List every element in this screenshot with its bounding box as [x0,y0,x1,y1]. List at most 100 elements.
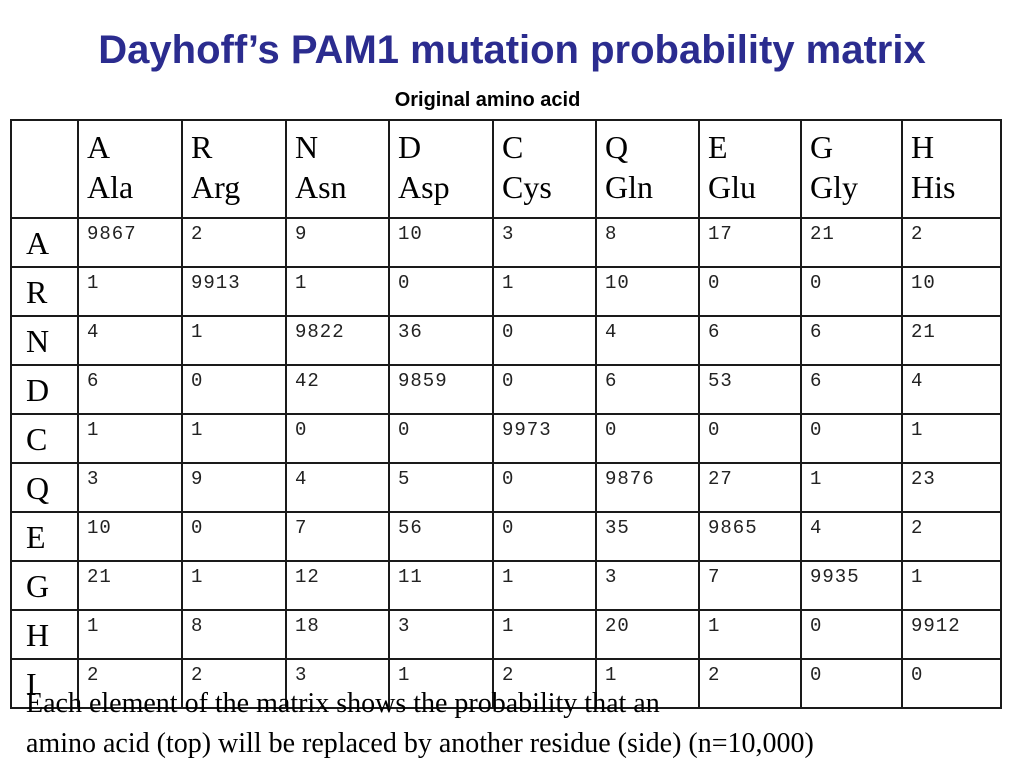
matrix-cell: 7 [285,511,390,562]
matrix-cell: 4 [800,511,903,562]
matrix-cell: 2 [77,658,183,709]
matrix-cell: 5 [388,462,494,513]
column-header-ala: A Ala [77,119,183,219]
matrix-cell: 0 [492,462,597,513]
row-header: E [10,511,79,562]
row-header: R [10,266,79,317]
matrix-cell: 9865 [698,511,802,562]
page-title: Dayhoff’s PAM1 mutation probability matr… [98,28,926,72]
matrix-cell: 11 [388,560,494,611]
matrix-cell: 0 [698,266,802,317]
matrix-cell: 1 [492,560,597,611]
caption: Each element of the matrix shows the pro… [26,684,1016,764]
matrix-cell: 8 [595,217,700,268]
corner-cell [10,119,79,219]
matrix-cell: 0 [698,413,802,464]
matrix-cell: 20 [595,609,700,660]
matrix-cell: 4 [901,364,1002,415]
matrix-cell: 0 [181,511,287,562]
matrix-cell: 9 [181,462,287,513]
matrix-cell: 1 [595,658,700,709]
matrix-cell: 12 [285,560,390,611]
matrix-cell: 10 [77,511,183,562]
table-row: N 4 1 9822 36 0 4 6 6 21 [10,315,1002,366]
matrix-cell: 0 [388,413,494,464]
matrix-cell: 23 [901,462,1002,513]
matrix-cell: 8 [181,609,287,660]
matrix-cell: 9867 [77,217,183,268]
matrix-cell: 6 [595,364,700,415]
matrix-cell: 0 [492,315,597,366]
matrix-cell: 1 [800,462,903,513]
table-row: A 9867 2 9 10 3 8 17 21 2 [10,217,1002,268]
column-axis-label: Original amino acid [394,89,581,111]
matrix-cell: 0 [800,413,903,464]
matrix-cell: 56 [388,511,494,562]
matrix-cell: 2 [181,658,287,709]
column-header-arg: R Arg [181,119,287,219]
table-row: G 21 1 12 11 1 3 7 9935 1 [10,560,1002,611]
matrix-cell: 2 [901,511,1002,562]
matrix-cell: 1 [181,560,287,611]
row-header: G [10,560,79,611]
matrix-cell: 4 [285,462,390,513]
row-header: Q [10,462,79,513]
matrix-cell: 6 [698,315,802,366]
matrix-cell: 10 [901,266,1002,317]
matrix-cell: 1 [181,315,287,366]
matrix-cell: 18 [285,609,390,660]
row-header: A [10,217,79,268]
matrix-cell: 21 [77,560,183,611]
matrix-cell: 6 [800,364,903,415]
column-header-asn: N Asn [285,119,390,219]
matrix-cell: 1 [492,609,597,660]
table-row: H 1 8 18 3 1 20 1 0 9912 [10,609,1002,660]
matrix-cell: 10 [595,266,700,317]
matrix-cell: 1 [901,413,1002,464]
matrix-cell: 9822 [285,315,390,366]
row-header: I [10,658,79,709]
matrix-cell: 9876 [595,462,700,513]
matrix-cell: 1 [77,266,183,317]
caption-line-1: Each element of the matrix shows the pro… [26,688,660,719]
matrix-cell: 0 [492,364,597,415]
column-header-cys: C Cys [492,119,597,219]
matrix-cell: 0 [901,658,1002,709]
matrix-cell: 17 [698,217,802,268]
column-header-glu: E Glu [698,119,802,219]
table-row: R 1 9913 1 0 1 10 0 0 10 [10,266,1002,317]
table-row: C 1 1 0 0 9973 0 0 0 1 [10,413,1002,464]
matrix-cell: 2 [181,217,287,268]
row-header: H [10,609,79,660]
matrix-cell: 3 [285,658,390,709]
pam1-matrix-table: A Ala R Arg N Asn D Asp C Cys Q Gln E Glu G Gly … [10,119,1002,709]
matrix-cell: 1 [901,560,1002,611]
matrix-cell: 9935 [800,560,903,611]
matrix-cell: 42 [285,364,390,415]
matrix-cell: 4 [595,315,700,366]
matrix-cell: 9 [285,217,390,268]
table-row: E 10 0 7 56 0 35 9865 4 2 [10,511,1002,562]
matrix-cell: 0 [181,364,287,415]
matrix-cell: 0 [285,413,390,464]
matrix-body: A 9867 2 9 10 3 8 17 21 2 R 1 9913 1 0 1 10 0 0 10 N 4 1 9822 36… [10,217,1002,709]
matrix-cell: 1 [388,658,494,709]
matrix-cell: 21 [800,217,903,268]
matrix-cell: 6 [800,315,903,366]
matrix-cell: 9859 [388,364,494,415]
header-row: A Ala R Arg N Asn D Asp C Cys Q Gln E Glu G Gly … [10,119,1002,219]
row-header: C [10,413,79,464]
column-header-his: H His [901,119,1002,219]
matrix-cell: 2 [901,217,1002,268]
matrix-cell: 7 [698,560,802,611]
column-header-gly: G Gly [800,119,903,219]
matrix-cell: 1 [77,609,183,660]
matrix-cell: 0 [388,266,494,317]
column-header-gln: Q Gln [595,119,700,219]
matrix-cell: 10 [388,217,494,268]
matrix-cell: 4 [77,315,183,366]
matrix-cell: 1 [181,413,287,464]
row-header: N [10,315,79,366]
matrix-cell: 35 [595,511,700,562]
